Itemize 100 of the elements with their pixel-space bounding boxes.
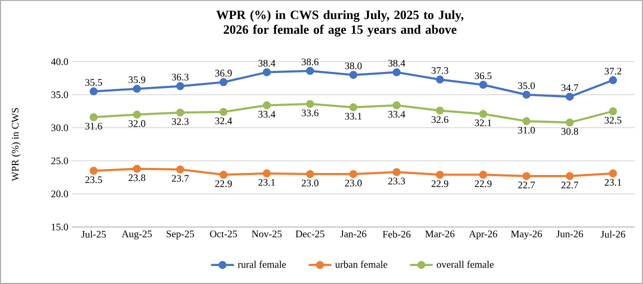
x-tick-label: Nov-25 xyxy=(252,230,282,238)
data-label: 35.5 xyxy=(85,79,102,86)
data-label: 37.2 xyxy=(604,68,622,75)
data-label: 35.9 xyxy=(128,76,146,84)
data-label: 33.1 xyxy=(345,112,362,120)
point xyxy=(479,110,488,118)
data-label: 38.6 xyxy=(302,58,319,66)
point xyxy=(522,117,530,126)
point xyxy=(436,106,444,115)
point xyxy=(392,68,401,76)
data-label: 32.1 xyxy=(474,120,492,126)
data-label: 33.4 xyxy=(258,110,276,118)
point xyxy=(436,76,444,84)
y-tick-label: 35.0 xyxy=(51,91,68,98)
data-label: 32.0 xyxy=(128,120,146,127)
data-label: 22.9 xyxy=(474,180,492,188)
point xyxy=(219,108,228,116)
point xyxy=(479,170,488,179)
data-label: 22.9 xyxy=(432,180,448,188)
data-label: 31.0 xyxy=(518,126,535,134)
point xyxy=(522,172,530,180)
point xyxy=(90,113,98,122)
x-tick-label: Oct-25 xyxy=(210,230,237,238)
data-label: 23.3 xyxy=(388,178,405,184)
x-tick-label: Feb-26 xyxy=(382,230,410,238)
data-label: 23.8 xyxy=(128,174,146,182)
data-label: 32.5 xyxy=(604,116,622,124)
data-label: 32.6 xyxy=(432,116,448,123)
point xyxy=(349,103,358,112)
data-label: 22.9 xyxy=(215,180,232,188)
data-label: 37.3 xyxy=(432,67,448,74)
data-label: 32.3 xyxy=(172,118,189,125)
point xyxy=(90,87,98,96)
chart-title: WPR (%) in CWS during July, 2025 to July, 2026 for female of age 15 years and above xyxy=(216,10,464,37)
point xyxy=(349,170,358,178)
point xyxy=(566,92,574,101)
point xyxy=(176,165,184,174)
x-tick-label: Jan-26 xyxy=(340,230,366,238)
point xyxy=(306,100,314,108)
point xyxy=(392,101,401,110)
data-label: 33.6 xyxy=(302,110,319,116)
data-label: 22.7 xyxy=(561,182,578,188)
legend-label: urban female xyxy=(335,260,388,268)
data-label: 34.7 xyxy=(561,84,578,92)
x-tick-label: Aug-25 xyxy=(122,230,152,240)
data-label: 23.0 xyxy=(345,180,362,186)
data-label: 36.3 xyxy=(172,74,189,81)
point xyxy=(306,66,314,75)
data-label: 23.7 xyxy=(172,175,189,182)
point xyxy=(609,169,618,178)
point xyxy=(609,107,618,116)
point xyxy=(609,76,618,84)
point xyxy=(262,68,271,76)
point xyxy=(306,170,314,178)
point xyxy=(176,82,184,90)
data-label: 36.9 xyxy=(215,70,232,77)
point xyxy=(132,110,141,119)
y-tick-label: 20.0 xyxy=(51,190,68,198)
y-axis-title: WPR (%) in CWS xyxy=(12,108,21,182)
data-label: 22.7 xyxy=(518,182,535,188)
data-label: 30.8 xyxy=(561,128,578,135)
x-tick-label: Jul-26 xyxy=(600,230,626,238)
point xyxy=(219,78,228,86)
y-tick-label: 25.0 xyxy=(51,157,68,164)
data-label: 38.4 xyxy=(388,60,406,67)
data-label: 38.0 xyxy=(345,62,362,70)
point xyxy=(566,118,574,127)
x-tick-label: Sep-25 xyxy=(166,230,194,240)
y-tick-label: 40.0 xyxy=(51,58,68,66)
point xyxy=(262,101,271,110)
point xyxy=(479,80,488,89)
data-label: 23.1 xyxy=(604,179,622,186)
legend-label: rural female xyxy=(238,260,286,268)
point xyxy=(522,90,530,99)
x-tick-label: Apr-26 xyxy=(468,230,498,240)
point xyxy=(392,168,401,176)
point xyxy=(436,170,444,179)
data-label: 35.0 xyxy=(518,82,535,90)
point xyxy=(176,108,184,117)
data-label: 23.1 xyxy=(258,179,275,186)
y-tick-label: 15.0 xyxy=(52,224,68,230)
x-tick-label: Jun-26 xyxy=(556,230,584,238)
point xyxy=(262,169,271,178)
point xyxy=(349,70,358,79)
data-label: 23.0 xyxy=(302,180,318,186)
y-tick-label: 30.0 xyxy=(51,124,68,132)
point xyxy=(90,166,98,175)
data-label: 38.4 xyxy=(258,60,276,67)
point xyxy=(132,164,141,173)
x-tick-label: Dec-25 xyxy=(296,230,324,238)
data-label: 31.6 xyxy=(85,122,102,130)
data-label: 36.5 xyxy=(474,72,492,80)
data-label: 32.4 xyxy=(215,118,232,124)
x-tick-label: Mar-26 xyxy=(425,230,454,238)
point xyxy=(566,172,574,180)
point xyxy=(219,170,228,179)
data-label: 23.5 xyxy=(85,176,102,184)
x-tick-label: Jul-25 xyxy=(81,230,106,238)
point xyxy=(132,84,141,93)
x-tick-label: May-26 xyxy=(510,230,542,240)
